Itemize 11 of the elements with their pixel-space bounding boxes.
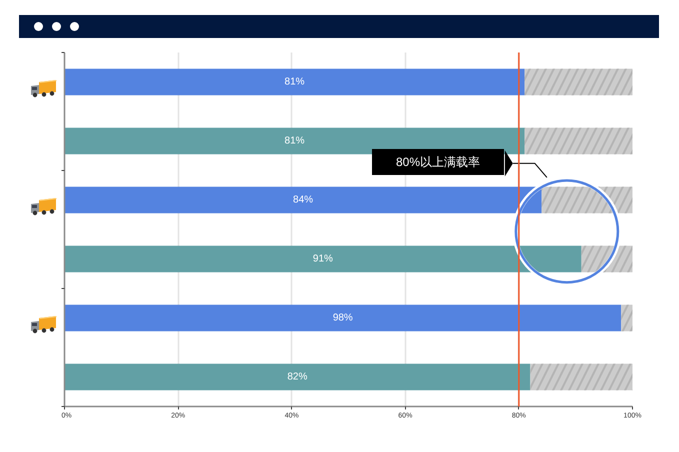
data-label: 81% bbox=[284, 76, 305, 88]
bar bbox=[64, 68, 525, 96]
bar bbox=[64, 364, 530, 390]
data-label: 82% bbox=[287, 372, 308, 382]
bar bbox=[64, 304, 622, 332]
data-label: 98% bbox=[332, 312, 353, 324]
data-label: 91% bbox=[312, 254, 334, 264]
bar bbox=[64, 246, 582, 272]
data-label: 81% bbox=[284, 136, 305, 146]
bar bbox=[64, 128, 525, 154]
data-label: 84% bbox=[293, 194, 314, 206]
